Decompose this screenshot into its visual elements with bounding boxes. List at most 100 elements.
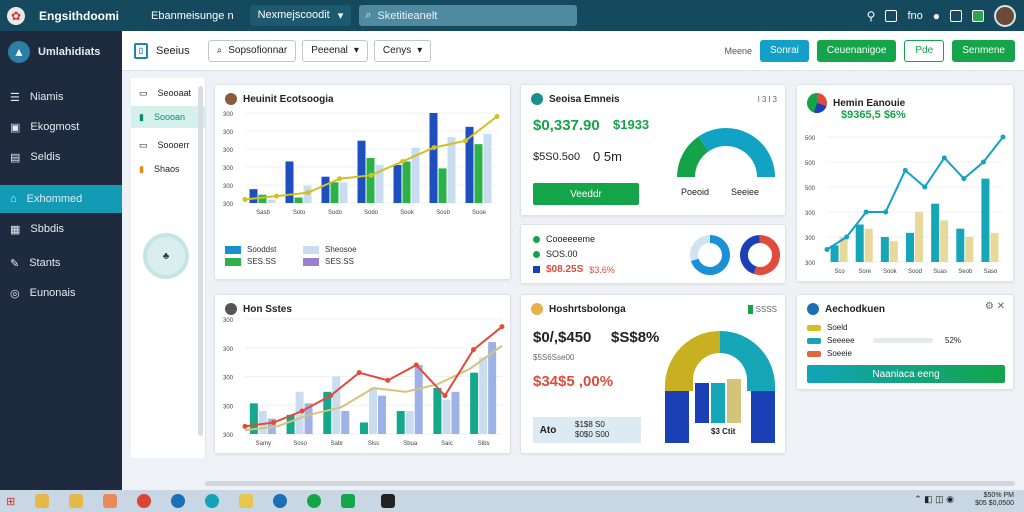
legend-swatch xyxy=(303,257,319,266)
sidebar-item-label: Ekogmost xyxy=(30,121,80,133)
bar xyxy=(321,176,330,203)
photo-icon[interactable] xyxy=(103,494,118,508)
subpanel-item-soooan[interactable]: ▮ Soooan xyxy=(131,106,205,128)
app-logo-icon[interactable]: ✿ xyxy=(7,6,25,25)
window-icon[interactable] xyxy=(950,9,962,22)
horizontal-scrollbar[interactable] xyxy=(205,481,1015,486)
card-title: Aechodkuen xyxy=(825,303,886,315)
category-dropdown[interactable]: Cenys ▾ xyxy=(373,39,432,62)
line-point xyxy=(941,155,947,161)
sidebar-item-exhommed[interactable]: ⌂ Exhommed xyxy=(0,185,122,213)
x-tick-label: Sibs xyxy=(478,441,490,447)
card-hon-sstes: Hon Sstes 300 300 300 300 300 Samy Soso Sabr Sis… xyxy=(214,294,511,454)
line-point xyxy=(271,420,277,425)
terminal-icon[interactable] xyxy=(381,494,396,508)
whatsapp-icon[interactable] xyxy=(307,494,322,508)
settings-icon[interactable]: ⚙ ✕ xyxy=(984,301,1005,312)
card-title: Hoshrtsbolonga xyxy=(549,303,626,315)
progress-label: Soeeie xyxy=(827,349,852,358)
search-icon: ⌕ xyxy=(216,45,223,56)
x-tick-label: Sodo xyxy=(364,210,379,216)
legend-label: SES.SS xyxy=(325,257,354,266)
sidebar-item-niamis[interactable]: ☰ Niamis xyxy=(0,83,122,111)
card-title-row: Seoisa Emneis xyxy=(531,93,620,105)
subpanel-item-seooaat[interactable]: ▭ Seooaat xyxy=(131,82,205,104)
avatar[interactable] xyxy=(994,4,1016,27)
table-icon: ▤ xyxy=(10,151,21,164)
scrollbar[interactable] xyxy=(198,86,203,436)
edge-icon[interactable] xyxy=(171,494,186,508)
sidebar-item-eunonais[interactable]: ◎ Eunonais xyxy=(0,279,122,307)
start-icon[interactable]: ⊞ xyxy=(6,495,16,508)
sidebar-item-label: Sbbdis xyxy=(30,223,65,235)
senmene-button[interactable]: Senmene xyxy=(952,39,1015,62)
search-input[interactable]: ⌕ Sketitieanelt xyxy=(359,5,578,26)
y-tick-label: 300 xyxy=(805,261,816,267)
bar xyxy=(258,194,267,203)
top-icon-text[interactable]: fno xyxy=(907,9,923,22)
legend-item: Sooddst xyxy=(225,245,276,254)
search-filter-button[interactable]: ⌕ Sopsofionnar xyxy=(207,39,297,62)
clock[interactable]: $50% PM $05 $0,0500 xyxy=(975,492,1014,508)
folder-icon[interactable] xyxy=(69,494,84,508)
bar xyxy=(488,342,497,434)
app-icon[interactable] xyxy=(205,494,220,508)
excel-icon[interactable] xyxy=(341,494,356,508)
card-summary: Cooeeeeme SOS.00 $08.25S $3.6% xyxy=(520,224,786,284)
square-icon[interactable] xyxy=(885,9,898,22)
bar xyxy=(483,133,492,203)
line-point xyxy=(499,324,505,330)
big-value: $0/,$450 xyxy=(533,329,592,346)
ceuenanigoe-button[interactable]: Ceuenanigoe xyxy=(816,39,897,62)
y-tick-label: 300 xyxy=(223,166,234,172)
period-label: Peeenal xyxy=(311,45,348,56)
x-tick-label: Sook xyxy=(400,210,415,216)
sidebar-item-label: Exhommed xyxy=(26,193,83,205)
sidebar-item-seldis[interactable]: ▤ Seldis xyxy=(0,143,122,171)
bar xyxy=(906,232,914,262)
sonrai-button[interactable]: Sonrai xyxy=(759,39,809,62)
sidebar-item-label: Stants xyxy=(29,257,61,269)
x-tick-label: Saso xyxy=(984,269,998,275)
subpanel-item-soooerr[interactable]: ▭ Soooerr xyxy=(131,134,205,156)
user-icon[interactable]: ⚲ xyxy=(866,8,876,23)
sidebar-item-label: Niamis xyxy=(29,91,64,103)
legend-label: Sheosoe xyxy=(325,245,357,254)
bar xyxy=(981,178,990,262)
dot-icon xyxy=(533,250,540,258)
chrome-icon[interactable] xyxy=(137,494,152,508)
gauge-chart xyxy=(677,128,775,178)
sidebar-item-sbbdis[interactable]: ▦ Sbbdis xyxy=(0,215,122,243)
period-dropdown[interactable]: Peeenal ▾ xyxy=(302,39,368,62)
badge-value: $0$0 S00 xyxy=(575,430,610,439)
line-point xyxy=(299,408,305,414)
summary-label: SOS.00 xyxy=(546,249,578,259)
sidebar: ▲ Umlahidiats ☰ Niamis ▣ Ekogmost ▤ Seldis ⌂… xyxy=(0,31,122,490)
folder-icon[interactable] xyxy=(35,494,50,508)
filter-label: Sopsofionnar xyxy=(228,45,288,56)
view-button[interactable]: Veeddr xyxy=(533,183,639,205)
pde-button[interactable]: Pde xyxy=(904,39,945,62)
donut-chart-2 xyxy=(740,235,780,275)
top-dropdown[interactable]: Nexmejscoodit ▾ xyxy=(249,5,352,26)
sidebar-item-stants[interactable]: ✎ Stants xyxy=(0,249,122,277)
tray-icons[interactable]: ⌃ ◧ ◫ ◉ xyxy=(914,494,954,504)
card-title: Seoisa Emneis xyxy=(549,93,620,105)
bar xyxy=(470,372,479,434)
legend-item: SES.SS xyxy=(303,257,357,266)
top-nav-link[interactable]: Ebanmeisunge n xyxy=(151,9,234,22)
note-icon[interactable] xyxy=(239,494,254,508)
action-button[interactable]: Naaniaca eeng xyxy=(807,365,1005,383)
sidebar-brand[interactable]: ▲ Umlahidiats xyxy=(0,31,122,73)
sidebar-item-label: Seldis xyxy=(30,151,61,163)
sidebar-item-ekogmost[interactable]: ▣ Ekogmost xyxy=(0,113,122,141)
red-value: $34$5 ,00% xyxy=(533,373,614,390)
store-icon[interactable] xyxy=(273,494,288,508)
bar xyxy=(956,228,965,262)
notification-icon[interactable]: ● xyxy=(932,8,940,23)
app-icon[interactable] xyxy=(972,9,984,22)
subpanel-item-shaos[interactable]: ▮ Shaos xyxy=(131,158,205,180)
line-point xyxy=(400,158,405,164)
bar xyxy=(665,391,689,443)
card-title-row: Hoshrtsbolonga xyxy=(531,303,626,315)
